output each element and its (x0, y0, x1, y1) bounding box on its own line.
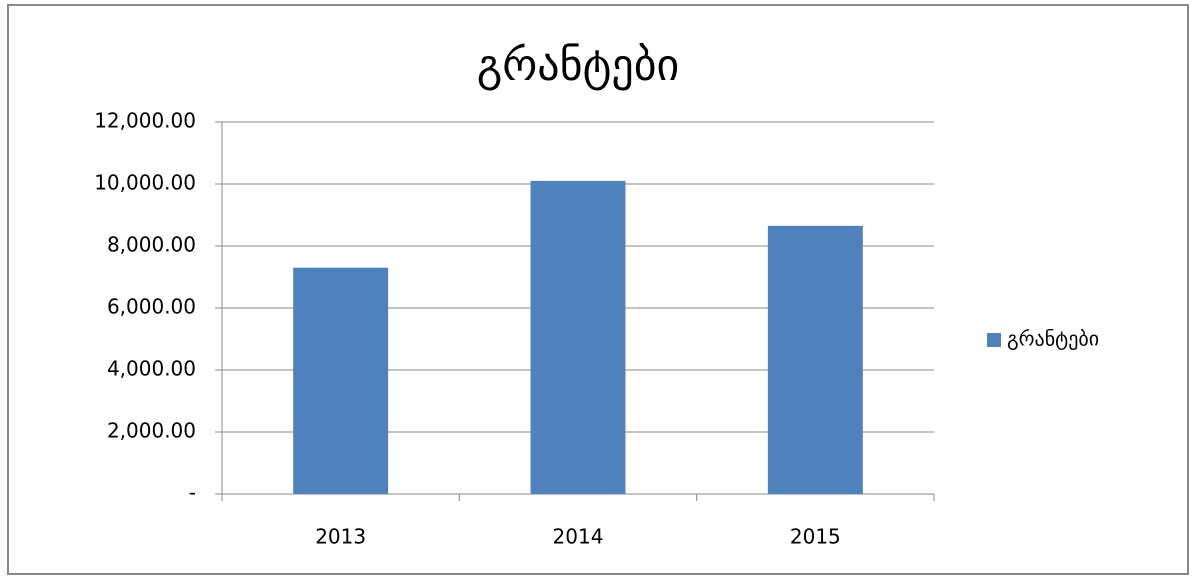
legend-swatch (987, 333, 1001, 347)
y-tick-label: - (189, 481, 196, 505)
chart-title: გრანტები (477, 40, 680, 91)
x-tick-label: 2015 (790, 525, 841, 549)
x-tick-label: 2013 (315, 525, 366, 549)
bar (767, 225, 863, 494)
y-tick-label: 2,000.00 (107, 419, 196, 443)
y-tick-label: 6,000.00 (107, 295, 196, 319)
x-tick-label: 2014 (553, 525, 604, 549)
bar (293, 267, 389, 494)
bar (530, 180, 626, 494)
y-tick-label: 8,000.00 (107, 233, 196, 257)
legend-label: გრანტები (1007, 327, 1099, 351)
y-tick-label: 10,000.00 (94, 171, 196, 195)
y-tick-label: 4,000.00 (107, 357, 196, 381)
y-tick-label: 12,000.00 (94, 109, 196, 133)
